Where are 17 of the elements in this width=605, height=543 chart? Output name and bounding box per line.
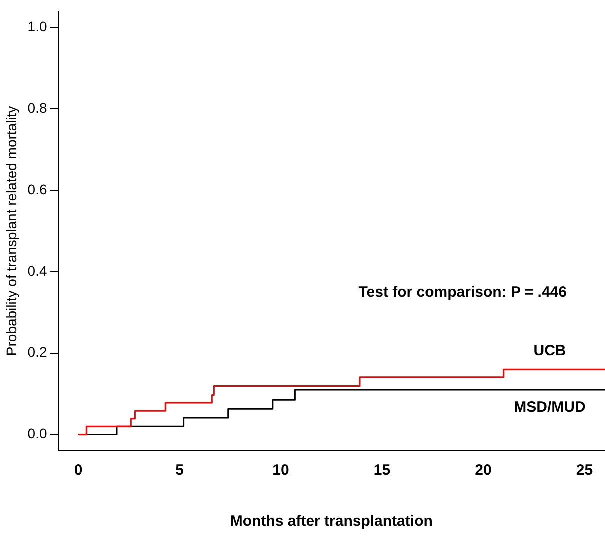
y-tick-label: 0.6 xyxy=(28,181,48,198)
x-tick-label: 25 xyxy=(576,462,594,480)
x-tick-label: 20 xyxy=(475,462,492,480)
x-tick-label: 15 xyxy=(374,462,391,480)
y-axis-title: Probability of transplant related mortality xyxy=(3,106,20,356)
x-tick-label: 0 xyxy=(74,462,83,480)
annotation: Test for comparison: P = .446 xyxy=(358,284,567,301)
y-tick-label: 1.0 xyxy=(28,18,48,35)
x-tick-label: 10 xyxy=(272,462,290,480)
series-label: UCB xyxy=(534,342,566,360)
y-tick-label: 0.2 xyxy=(28,344,48,360)
x-axis-title: Months after transplantation xyxy=(230,513,433,530)
x-tick-label: 5 xyxy=(176,462,184,480)
y-tick-label: 0.8 xyxy=(28,100,48,116)
y-tick-label: 0.4 xyxy=(28,262,48,279)
series-label: MSD/MUD xyxy=(514,399,586,416)
y-tick-label: 0.0 xyxy=(28,426,48,442)
